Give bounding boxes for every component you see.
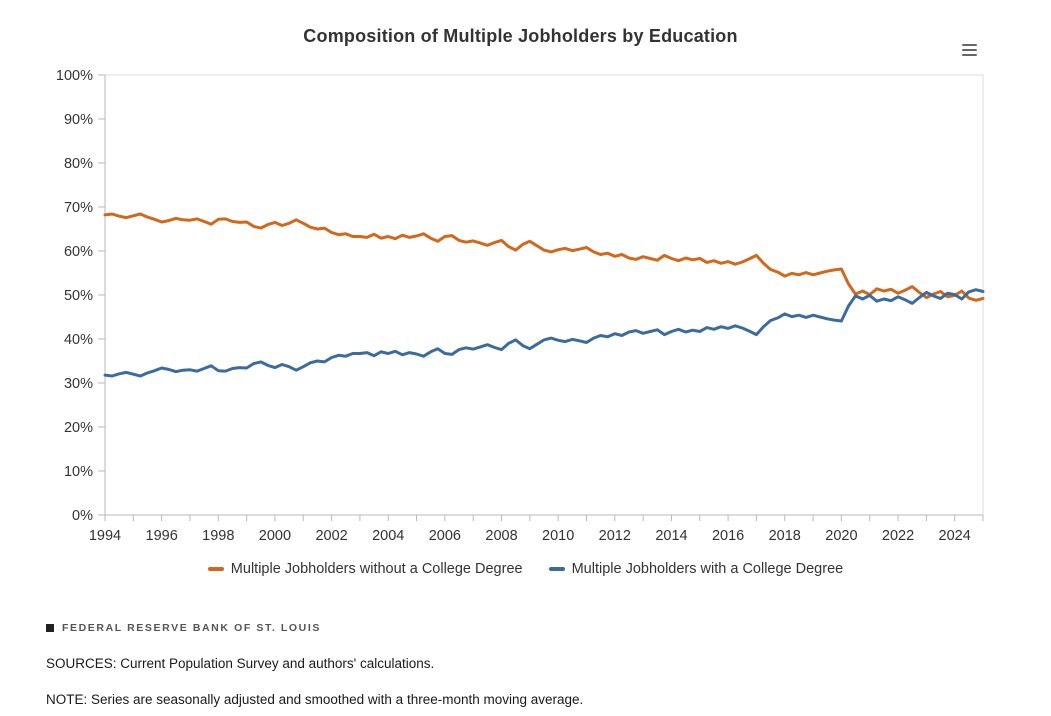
y-axis-label: 80% (64, 156, 93, 172)
y-axis-label: 20% (64, 420, 93, 436)
series-line-without-college-degree (103, 212, 985, 302)
chart-footer: FEDERAL RESERVE BANK OF ST. LOUIS SOURCE… (46, 622, 1006, 707)
x-axis-label: 2010 (542, 528, 574, 544)
x-axis-label: 1996 (146, 528, 178, 544)
x-axis-label: 2004 (372, 528, 404, 544)
legend-label: Multiple Jobholders without a College De… (230, 561, 523, 577)
note-text: NOTE: Series are seasonally adjusted and… (46, 692, 584, 707)
hamburger-icon (961, 53, 977, 57)
x-axis-label: 2018 (769, 528, 801, 544)
x-axis-label: 2014 (655, 528, 687, 544)
y-axis-label: 100% (56, 68, 93, 84)
sources-text: SOURCES: Current Population Survey and a… (46, 656, 435, 671)
hamburger-icon (961, 43, 977, 47)
fed-brand-text: FEDERAL RESERVE BANK OF ST. LOUIS (62, 622, 321, 634)
chart-title: Composition of Multiple Jobholders by Ed… (303, 26, 738, 46)
chart-legend: Multiple Jobholders without a College De… (0, 561, 1051, 577)
y-axis-label: 50% (64, 288, 93, 304)
legend-label: Multiple Jobholders with a College Degre… (571, 561, 844, 577)
y-axis-label: 0% (72, 508, 93, 524)
x-axis-label: 2012 (599, 528, 631, 544)
x-axis-label: 2002 (315, 528, 347, 544)
x-axis-label: 2006 (429, 528, 461, 544)
chart-menu-button[interactable] (959, 42, 979, 58)
stlouisfed-logo-square-icon (46, 624, 54, 632)
x-axis-label: 2008 (485, 528, 517, 544)
y-axis-label: 90% (64, 112, 93, 128)
y-axis-label: 10% (64, 464, 93, 480)
plot-border (104, 74, 984, 516)
series-line-with-college-degree (103, 288, 985, 378)
legend-item-with-college-degree[interactable]: Multiple Jobholders with a College Degre… (548, 561, 844, 577)
x-axis-label: 2020 (825, 528, 857, 544)
x-axis-label: 2022 (882, 528, 914, 544)
x-axis-label: 2016 (712, 528, 744, 544)
y-axis-label: 40% (64, 332, 93, 348)
legend-line-marker-icon (548, 567, 565, 571)
x-axis-label: 1994 (89, 528, 121, 544)
hamburger-icon (961, 48, 977, 52)
line-chart-plot-area: 0% 10% 20% 30% 40% 50% 60% 70% 80% 90% 100% 1994 199… (56, 68, 985, 544)
fed-brand: FEDERAL RESERVE BANK OF ST. LOUIS (46, 622, 1006, 634)
legend-item-without-college-degree[interactable]: Multiple Jobholders without a College De… (207, 561, 523, 577)
y-axis-label: 60% (64, 244, 93, 260)
legend-line-marker-icon (207, 567, 224, 571)
y-axis-label: 70% (64, 200, 93, 216)
y-axis-label: 30% (64, 376, 93, 392)
x-axis-label: 2000 (259, 528, 291, 544)
x-axis-label: 2024 (939, 528, 971, 544)
x-axis-label: 1998 (202, 528, 234, 544)
